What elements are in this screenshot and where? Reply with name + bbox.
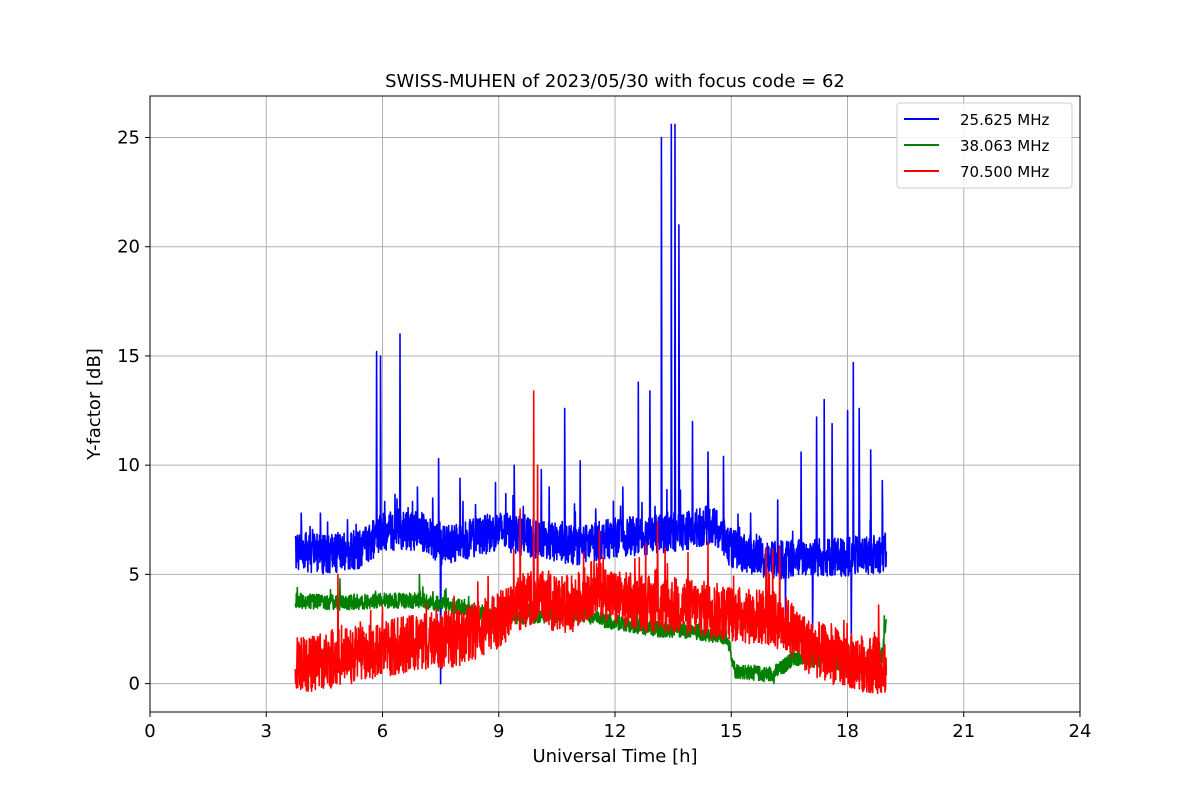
legend-label: 38.063 MHz xyxy=(960,137,1049,155)
x-tick-label: 18 xyxy=(836,721,859,742)
grid xyxy=(149,96,1081,712)
x-axis-label: Universal Time [h] xyxy=(532,746,697,767)
y-tick-label: 15 xyxy=(117,346,140,367)
y-tick-label: 20 xyxy=(117,237,140,258)
legend-box xyxy=(896,102,1073,189)
legend: 25.625 MHz 38.063 MHz 70.500 MHz xyxy=(896,102,1073,189)
y-axis-label: Y-factor [dB] xyxy=(84,348,105,461)
series-line xyxy=(294,390,888,695)
x-tick-label: 0 xyxy=(144,721,155,742)
y-tick-label: 5 xyxy=(129,564,140,585)
series-line xyxy=(294,123,888,685)
y-tick-label: 0 xyxy=(129,674,140,695)
legend-label: 70.500 MHz xyxy=(960,163,1049,181)
x-tick-label: 9 xyxy=(493,721,504,742)
legend-label: 25.625 MHz xyxy=(960,111,1049,129)
y-tick-label: 25 xyxy=(117,128,140,149)
x-tick-label: 21 xyxy=(952,721,975,742)
y-tick-label: 10 xyxy=(117,455,140,476)
x-tick-label: 3 xyxy=(261,721,272,742)
x-tick-label: 15 xyxy=(720,721,743,742)
x-tick-label: 12 xyxy=(604,721,627,742)
x-tick-label: 6 xyxy=(377,721,388,742)
chart-title: SWISS-MUHEN of 2023/05/30 with focus cod… xyxy=(385,71,845,92)
y-ticks: 0 5 10 15 20 25 xyxy=(117,128,150,695)
x-ticks: 0 3 6 9 12 15 18 21 24 xyxy=(144,712,1091,742)
series-layer xyxy=(294,123,888,695)
x-tick-label: 24 xyxy=(1069,721,1092,742)
series-line xyxy=(294,573,888,685)
